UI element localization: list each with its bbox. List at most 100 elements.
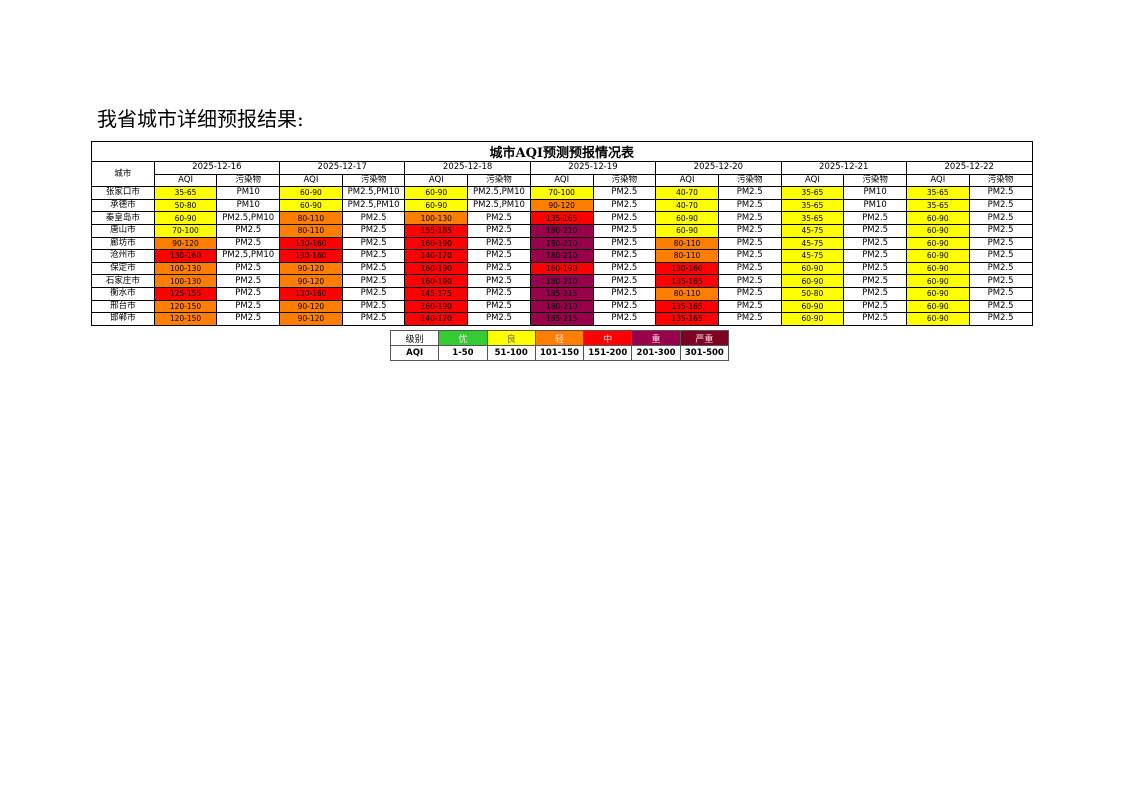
aqi-cell: 60-90: [404, 198, 469, 213]
sub-header: 污染物: [467, 173, 531, 188]
sub-header: AQI: [529, 173, 594, 188]
date-header: 2025-12-22: [905, 161, 1033, 175]
aqi-cell: 70-100: [153, 223, 218, 238]
pollutant-cell: PM2.5: [968, 249, 1033, 263]
table-title: 城市AQI预测预报情况表: [91, 141, 1033, 162]
aqi-cell: 35-65: [780, 198, 845, 213]
data-row: 保定市 100-130 PM2.5 90-120 PM2.5 160-190 PM2.5 16…: [91, 261, 1033, 276]
pollutant-cell: PM2.5: [717, 299, 782, 314]
legend-level: 严重: [679, 330, 730, 346]
pollutant-cell: PM2.5: [216, 286, 281, 301]
data-row: 秦皇岛市 60-90 PM2.5,PM10 80-110 PM2.5 100-130 PM2…: [91, 211, 1033, 225]
pollutant-cell: PM2.5: [843, 286, 907, 301]
pollutant-cell: PM2.5: [717, 211, 782, 225]
aqi-cell: 60-90: [279, 198, 343, 213]
aqi-cell: 90-120: [153, 236, 218, 251]
aqi-cell: 100-130: [153, 261, 218, 276]
legend-range: 151-200: [583, 345, 633, 361]
pollutant-cell: PM2.5: [968, 236, 1033, 251]
date-header: 2025-12-20: [655, 161, 782, 175]
pollutant-cell: PM2.5: [968, 286, 1033, 301]
aqi-cell: 90-120: [529, 198, 594, 213]
city: 衡水市: [91, 286, 155, 301]
pollutant-cell: PM2.5: [843, 274, 907, 288]
aqi-cell: 60-90: [905, 211, 970, 225]
pollutant-cell: PM2.5: [467, 223, 531, 238]
aqi-cell: 160-190: [404, 261, 469, 276]
pollutant-cell: PM2.5: [216, 261, 281, 276]
aqi-cell: 160-190: [404, 274, 469, 288]
city: 秦皇岛市: [91, 211, 155, 225]
aqi-cell: 35-65: [905, 186, 970, 200]
aqi-cell: 35-65: [780, 211, 845, 225]
pollutant-cell: PM2.5: [843, 299, 907, 314]
pollutant-cell: PM2.5,PM10: [216, 249, 281, 263]
pollutant-cell: PM2.5: [592, 249, 657, 263]
aqi-cell: 125-155: [153, 286, 218, 301]
city: 石家庄市: [91, 274, 155, 288]
aqi-cell: 45-75: [780, 236, 845, 251]
aqi-cell: 160-190: [404, 236, 469, 251]
pollutant-cell: PM2.5: [968, 312, 1033, 326]
aqi-cell: 140-170: [404, 312, 469, 326]
data-row: 邢台市 120-150 PM2.5 90-120 PM2.5 160-190 PM2.5 18…: [91, 299, 1033, 314]
sub-header-row: AQI 污染物 AQI 污染物 AQI 污染物 AQI 污染物 AQI 污染物 AQI 污染物 AQI 污…: [92, 173, 1033, 188]
pollutant-cell: PM2.5,PM10: [341, 186, 406, 200]
aqi-cell: 160-190: [404, 299, 469, 314]
pollutant-cell: PM2.5: [843, 211, 907, 225]
aqi-cell: 160-190: [529, 261, 594, 276]
city: 邢台市: [91, 299, 155, 314]
aqi-cell: 60-90: [905, 299, 970, 314]
pollutant-cell: PM2.5: [717, 198, 782, 213]
date-header: 2025-12-16: [153, 161, 281, 175]
pollutant-cell: PM2.5: [717, 249, 782, 263]
aqi-cell: 60-90: [780, 274, 845, 288]
aqi-cell: 140-170: [404, 249, 469, 263]
data-row: 石家庄市 100-130 PM2.5 90-120 PM2.5 160-190 PM2.5 1…: [91, 274, 1033, 288]
sub-header: AQI: [655, 173, 719, 188]
heading: 我省城市详细预报结果:: [97, 107, 304, 131]
aqi-cell: 145-175: [404, 286, 469, 301]
forecast-table: 城市AQI预测预报情况表 城市 2025-12-16 2025-12-17 2025-1…: [91, 141, 1033, 326]
aqi-cell: 130-160: [279, 286, 343, 301]
aqi-cell: 60-90: [780, 312, 845, 326]
sub-header: AQI: [279, 173, 343, 188]
data-row: 廊坊市 90-120 PM2.5 130-160 PM2.5 160-190 PM2.5 18…: [91, 236, 1033, 251]
legend-level: 良: [486, 330, 536, 346]
data-row: 衡水市 125-155 PM2.5 130-160 PM2.5 145-175 PM2.5 1…: [91, 286, 1033, 301]
pollutant-cell: PM10: [843, 186, 907, 200]
aqi-cell: 185-215: [529, 312, 594, 326]
legend-range: 201-300: [631, 345, 681, 361]
city: 廊坊市: [91, 236, 155, 251]
pollutant-cell: PM2.5: [717, 261, 782, 276]
date-header: 2025-12-17: [279, 161, 406, 175]
legend-level: 轻: [534, 330, 585, 346]
aqi-cell: 180-210: [529, 249, 594, 263]
pollutant-cell: PM2.5: [968, 198, 1033, 213]
data-row: 沧州市 130-160 PM2.5,PM10 130-160 PM2.5 140-170 P…: [91, 249, 1033, 263]
sub-header: AQI: [780, 173, 845, 188]
pollutant-cell: PM2.5: [216, 223, 281, 238]
aqi-cell: 60-90: [153, 211, 218, 225]
aqi-cell: 135-165: [655, 299, 719, 314]
legend-header: 级别: [389, 330, 440, 346]
city: 承德市: [91, 198, 155, 213]
pollutant-cell: PM10: [216, 186, 281, 200]
pollutant-cell: PM2.5: [341, 249, 406, 263]
sub-header: 污染物: [968, 173, 1033, 188]
aqi-cell: 120-150: [153, 299, 218, 314]
pollutant-cell: PM2.5: [592, 286, 657, 301]
aqi-cell: 40-70: [655, 198, 719, 213]
date-header: 2025-12-21: [780, 161, 907, 175]
pollutant-cell: PM10: [843, 198, 907, 213]
aqi-cell: 90-120: [279, 312, 343, 326]
pollutant-cell: PM2.5: [968, 274, 1033, 288]
pollutant-cell: PM2.5,PM10: [467, 198, 531, 213]
aqi-cell: 90-120: [279, 274, 343, 288]
aqi-cell: 60-90: [905, 286, 970, 301]
pollutant-cell: PM2.5: [717, 286, 782, 301]
pollutant-cell: PM2.5: [592, 274, 657, 288]
city: 保定市: [91, 261, 155, 276]
pollutant-cell: PM2.5: [843, 261, 907, 276]
aqi-cell: 80-110: [655, 286, 719, 301]
